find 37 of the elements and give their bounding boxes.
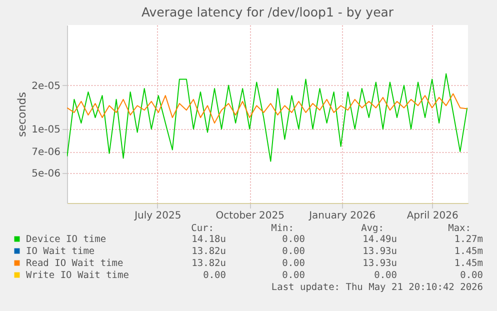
line-series	[67, 93, 468, 124]
text: Cur:	[191, 223, 214, 234]
text: 1.45m	[454, 258, 484, 269]
text: 14.49u	[362, 234, 397, 245]
text: 13.93u	[362, 246, 397, 257]
text: 0.00	[282, 246, 306, 257]
text: 0.00	[460, 270, 484, 281]
text: 0.00	[374, 270, 398, 281]
x-tick-label: July 2025	[134, 210, 182, 222]
text: 14.18u	[192, 234, 226, 245]
text: 1.45m	[454, 246, 484, 257]
legend-label: Read IO Wait time	[26, 258, 124, 269]
x-tick-label: October 2025	[216, 210, 284, 222]
text: 13.82u	[192, 258, 226, 269]
y-tick-label: 2e-05	[32, 80, 60, 92]
y-tick-label: 1e-05	[32, 124, 60, 136]
text: Last update: Thu May 21 20:10:42 2026	[271, 282, 484, 293]
x-tick-label: April 2026	[406, 210, 458, 222]
text: Avg:	[361, 223, 384, 234]
legend-label: IO Wait time	[26, 246, 95, 257]
text: 13.93u	[362, 258, 397, 269]
x-tick-label: January 2026	[308, 210, 376, 222]
text: Min:	[271, 223, 294, 234]
text: 0.00	[282, 234, 306, 245]
text: Max:	[448, 223, 471, 234]
text: 0.00	[203, 270, 226, 281]
y-tick-label: 5e-06	[32, 168, 60, 180]
line-series	[67, 73, 468, 162]
y-axis-title: seconds	[16, 92, 29, 137]
text: 1.27m	[454, 234, 484, 245]
text: 0.00	[282, 258, 306, 269]
text: 0.00	[282, 270, 306, 281]
legend-label: Device IO time	[26, 234, 106, 245]
chart-title: Average latency for /dev/loop1 - by year	[141, 4, 394, 20]
text: 13.82u	[192, 246, 226, 257]
y-tick-label: 7e-06	[32, 147, 60, 158]
legend-label: Write IO Wait time	[26, 270, 130, 281]
